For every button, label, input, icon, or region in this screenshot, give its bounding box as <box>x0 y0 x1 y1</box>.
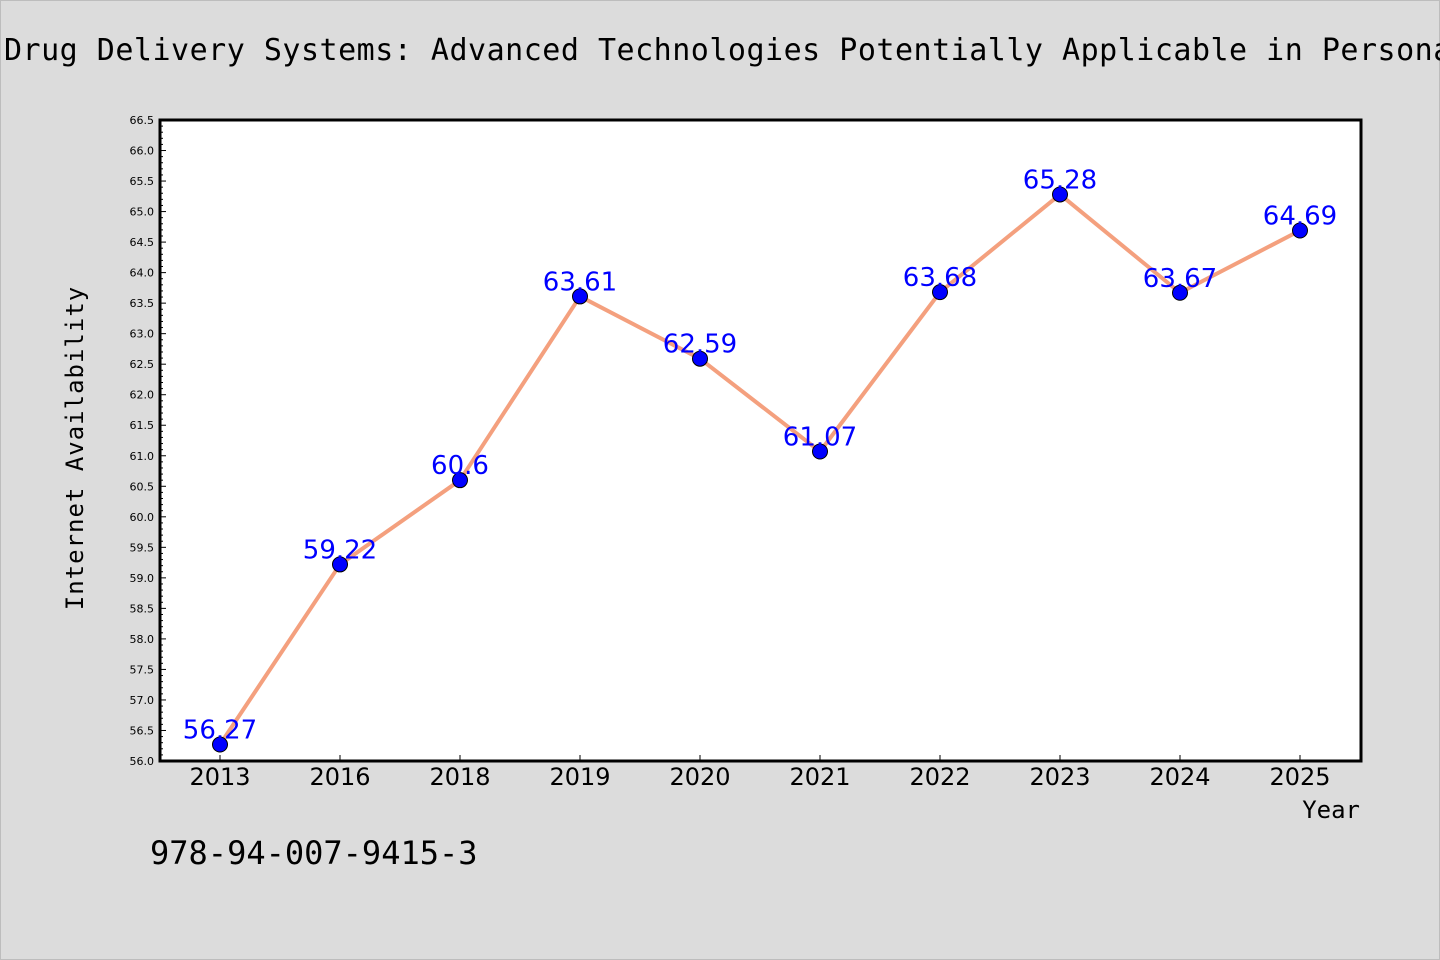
marker-layer <box>212 186 1308 753</box>
y-tick-label: 66.5 <box>130 114 155 127</box>
data-point <box>212 736 228 753</box>
y-axis-ticks: 56.0 56.5 57.0 57.5 58.0 58.5 59.0 59.5 60.0 60.5… <box>130 114 166 768</box>
x-axis-label: Year <box>1302 796 1360 824</box>
data-label: 63.67 <box>1143 264 1217 294</box>
isbn-text: 978-94-007-9415-3 <box>150 834 478 872</box>
series-line <box>218 192 1302 747</box>
x-tick-label: 2016 <box>309 763 370 791</box>
data-label-layer: 56.27 59.22 60.6 63.61 62.59 61.07 63.68 65.28 6… <box>183 165 1337 745</box>
x-tick-label: 2021 <box>789 763 850 791</box>
data-label: 61.07 <box>783 422 857 452</box>
y-tick-label: 61.5 <box>130 419 155 432</box>
y-tick-label: 59.0 <box>130 572 155 585</box>
x-tick-label: 2024 <box>1149 763 1210 791</box>
y-tick-label: 64.5 <box>130 236 155 249</box>
data-label: 63.68 <box>903 263 977 293</box>
data-point <box>332 556 348 573</box>
y-tick-label: 62.0 <box>130 389 155 402</box>
x-tick-label: 2018 <box>429 763 490 791</box>
y-tick-label: 60.5 <box>130 480 155 493</box>
y-tick-label: 64.0 <box>130 267 155 280</box>
series-layer <box>218 192 1302 747</box>
y-tick-label: 62.5 <box>130 358 155 371</box>
x-tick-label: 2025 <box>1269 763 1330 791</box>
data-point <box>1292 222 1308 239</box>
y-tick-label: 61.0 <box>130 450 155 463</box>
x-tick-label: 2023 <box>1029 763 1090 791</box>
x-tick-label: 2020 <box>669 763 730 791</box>
data-point <box>932 284 948 301</box>
data-point <box>812 443 828 460</box>
data-label: 62.59 <box>663 330 737 360</box>
data-point <box>1172 284 1188 301</box>
plot-area <box>160 120 1361 761</box>
data-label: 59.22 <box>303 535 377 565</box>
y-tick-label: 65.0 <box>130 206 155 219</box>
data-label: 56.27 <box>183 716 257 746</box>
y-tick-label: 66.0 <box>130 145 155 158</box>
y-tick-label: 56.0 <box>130 755 155 768</box>
x-axis-ticks: 2013 2016 2018 2019 2020 2021 2022 2023 2024 2025 <box>189 755 1331 791</box>
plot-border <box>158 118 1363 763</box>
y-tick-label: 59.5 <box>130 541 155 554</box>
y-tick-label: 63.0 <box>130 328 155 341</box>
x-tick-label: 2022 <box>909 763 970 791</box>
data-point <box>452 472 468 489</box>
y-tick-label: 58.5 <box>130 602 155 615</box>
x-tick-label: 2013 <box>189 763 250 791</box>
y-tick-label: 63.5 <box>130 297 155 310</box>
y-tick-label: 57.0 <box>130 694 155 707</box>
data-label: 65.28 <box>1023 165 1097 195</box>
data-label: 64.69 <box>1263 201 1337 231</box>
data-label: 63.61 <box>543 267 617 297</box>
data-label: 60.6 <box>431 451 489 481</box>
y-tick-label: 65.5 <box>130 175 155 188</box>
data-point <box>1052 186 1068 203</box>
y-tick-label: 58.0 <box>130 633 155 646</box>
y-tick-label: 57.5 <box>130 663 155 676</box>
y-tick-label: 60.0 <box>130 511 155 524</box>
y-tick-label: 56.5 <box>130 724 155 737</box>
data-point <box>572 288 588 305</box>
chart-title: Drug Delivery Systems: Advanced Technolo… <box>4 33 1440 68</box>
x-tick-label: 2019 <box>549 763 610 791</box>
data-point <box>692 350 708 367</box>
